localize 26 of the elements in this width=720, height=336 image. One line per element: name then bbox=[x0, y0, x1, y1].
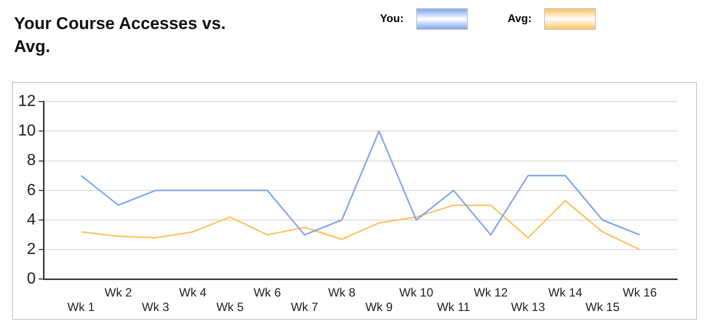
x-tick-label: Wk 11 bbox=[436, 300, 470, 314]
y-tick-label: 12 bbox=[18, 93, 36, 110]
legend-label: You: bbox=[380, 13, 404, 25]
y-tick-label: 6 bbox=[26, 182, 36, 199]
x-tick-label: Wk 9 bbox=[365, 300, 394, 314]
y-tick-label: 10 bbox=[18, 122, 36, 140]
x-tick-label: Wk 8 bbox=[328, 286, 356, 300]
legend-label: Avg: bbox=[508, 13, 532, 25]
x-tick-label: Wk 3 bbox=[142, 300, 170, 314]
x-tick-label: Wk 7 bbox=[290, 300, 319, 314]
chart-title: Your Course Accesses vs. Avg. bbox=[14, 13, 227, 58]
y-tick-label: 2 bbox=[26, 241, 36, 258]
x-tick-label: Wk 4 bbox=[179, 286, 207, 300]
x-tick-label: Wk 5 bbox=[216, 300, 244, 314]
x-tick-label: Wk 6 bbox=[254, 286, 282, 300]
x-tick-label: Wk 10 bbox=[399, 286, 434, 300]
x-tick-label: Wk 16 bbox=[622, 286, 658, 300]
x-tick-label: Wk 12 bbox=[474, 286, 508, 300]
x-tick-label: Wk 2 bbox=[104, 286, 132, 300]
y-tick-label: 8 bbox=[26, 152, 36, 170]
x-tick-label: Wk 15 bbox=[586, 300, 620, 314]
y-tick-label: 0 bbox=[26, 270, 36, 288]
x-tick-label: Wk 1 bbox=[67, 300, 96, 314]
x-tick-label: Wk 13 bbox=[511, 300, 546, 314]
y-tick-label: 4 bbox=[26, 211, 36, 228]
x-tick-label: Wk 14 bbox=[548, 286, 583, 300]
